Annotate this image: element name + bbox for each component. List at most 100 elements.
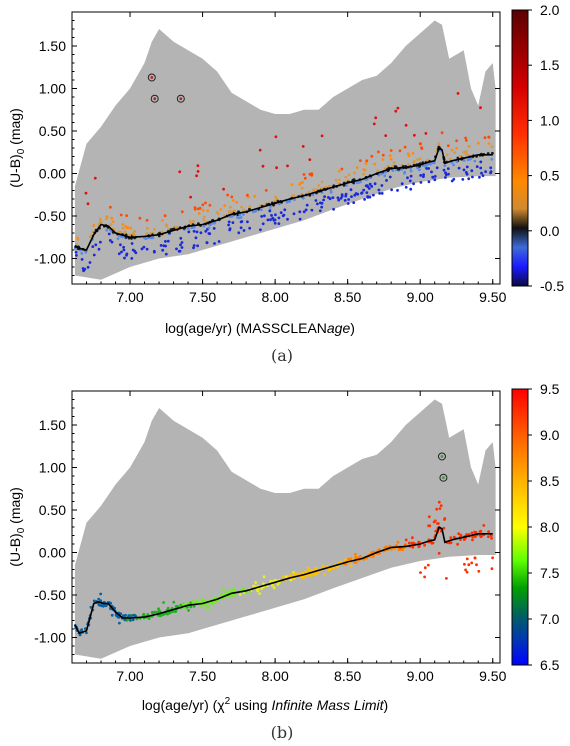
data-point xyxy=(355,166,359,169)
data-point xyxy=(458,155,462,159)
data-point xyxy=(166,612,170,616)
data-point xyxy=(407,541,411,545)
data-point xyxy=(122,245,125,249)
data-point xyxy=(437,143,441,147)
data-point xyxy=(130,614,134,617)
data-point xyxy=(378,552,381,555)
data-point xyxy=(146,613,150,616)
data-point xyxy=(152,249,156,253)
data-point xyxy=(308,158,312,162)
data-point xyxy=(385,545,388,549)
data-point xyxy=(432,161,436,165)
data-point xyxy=(436,522,439,525)
data-point xyxy=(164,252,168,256)
data-point xyxy=(251,210,255,214)
data-point xyxy=(304,208,308,212)
data-point xyxy=(258,592,262,595)
data-point xyxy=(192,246,195,250)
data-point xyxy=(383,167,387,170)
data-point xyxy=(404,538,408,542)
data-point xyxy=(371,550,375,554)
y-axis-label-b: (U-B)0 (mag) xyxy=(7,487,27,566)
data-point xyxy=(429,162,432,166)
data-point xyxy=(433,519,437,523)
data-point xyxy=(89,605,93,609)
data-point xyxy=(479,160,483,164)
y-ticks-b: 1.50 1.00 0.50 0.00 -0.50 -1.00 xyxy=(34,399,500,655)
data-point xyxy=(302,210,306,214)
data-point xyxy=(161,219,164,222)
data-point xyxy=(406,176,409,180)
data-point xyxy=(346,202,350,205)
data-point xyxy=(395,544,398,547)
data-point xyxy=(202,218,205,221)
data-point xyxy=(99,240,102,244)
data-point xyxy=(121,223,125,226)
data-point xyxy=(166,606,170,610)
data-point xyxy=(446,144,450,148)
data-point xyxy=(91,245,95,249)
data-point xyxy=(88,235,92,239)
data-point xyxy=(319,201,322,205)
data-point xyxy=(293,198,296,202)
data-point xyxy=(349,188,353,192)
data-point xyxy=(240,205,243,209)
data-point xyxy=(466,158,470,162)
data-point xyxy=(124,613,127,617)
data-point xyxy=(471,538,474,542)
data-point xyxy=(266,218,270,222)
data-point xyxy=(235,200,239,204)
data-point xyxy=(338,178,341,182)
data-point xyxy=(270,214,273,217)
data-point xyxy=(133,229,136,233)
data-point xyxy=(239,226,243,230)
data-point xyxy=(435,507,439,511)
data-point xyxy=(381,158,385,161)
data-point xyxy=(465,172,469,176)
data-point xyxy=(175,226,179,229)
data-point xyxy=(303,176,307,180)
data-point xyxy=(312,188,316,192)
data-point xyxy=(343,558,347,562)
data-point xyxy=(86,202,90,206)
data-point xyxy=(464,152,468,156)
y-tick-label: -1.00 xyxy=(34,630,66,646)
data-point xyxy=(391,169,395,173)
data-point xyxy=(353,171,356,175)
data-point xyxy=(197,212,201,215)
colorbar-tick-label: 0.0 xyxy=(540,223,560,239)
data-point xyxy=(344,175,348,179)
data-point xyxy=(363,198,366,201)
data-point xyxy=(157,607,160,611)
data-point xyxy=(344,192,348,196)
x-tick-label: 7.50 xyxy=(189,289,216,305)
x-tick-label: 9.50 xyxy=(479,289,506,305)
data-point xyxy=(274,213,277,217)
data-point xyxy=(304,570,308,573)
data-point xyxy=(295,572,299,576)
colorbar-tick-label: 7.5 xyxy=(540,565,560,581)
panel-b: 1.50 1.00 0.50 0.00 -0.50 -1.00 7.00 7.50 8.00 8… xyxy=(7,381,560,742)
data-point xyxy=(93,176,97,180)
data-point xyxy=(422,173,425,177)
data-point xyxy=(378,192,381,195)
data-point xyxy=(119,213,123,217)
data-point xyxy=(359,554,362,558)
data-point xyxy=(347,557,350,561)
data-point xyxy=(202,224,206,228)
data-point xyxy=(437,500,441,504)
data-point xyxy=(364,162,368,166)
data-point xyxy=(272,586,276,590)
data-point xyxy=(340,193,344,197)
data-point xyxy=(476,141,480,145)
x-tick-label: 7.50 xyxy=(189,668,216,684)
data-point xyxy=(490,536,493,540)
data-point xyxy=(397,548,401,552)
data-point xyxy=(105,228,109,232)
data-point xyxy=(205,602,209,606)
data-point xyxy=(192,219,195,223)
y-tick-label: -0.50 xyxy=(34,208,66,224)
data-point xyxy=(286,217,289,221)
data-point xyxy=(428,524,432,528)
